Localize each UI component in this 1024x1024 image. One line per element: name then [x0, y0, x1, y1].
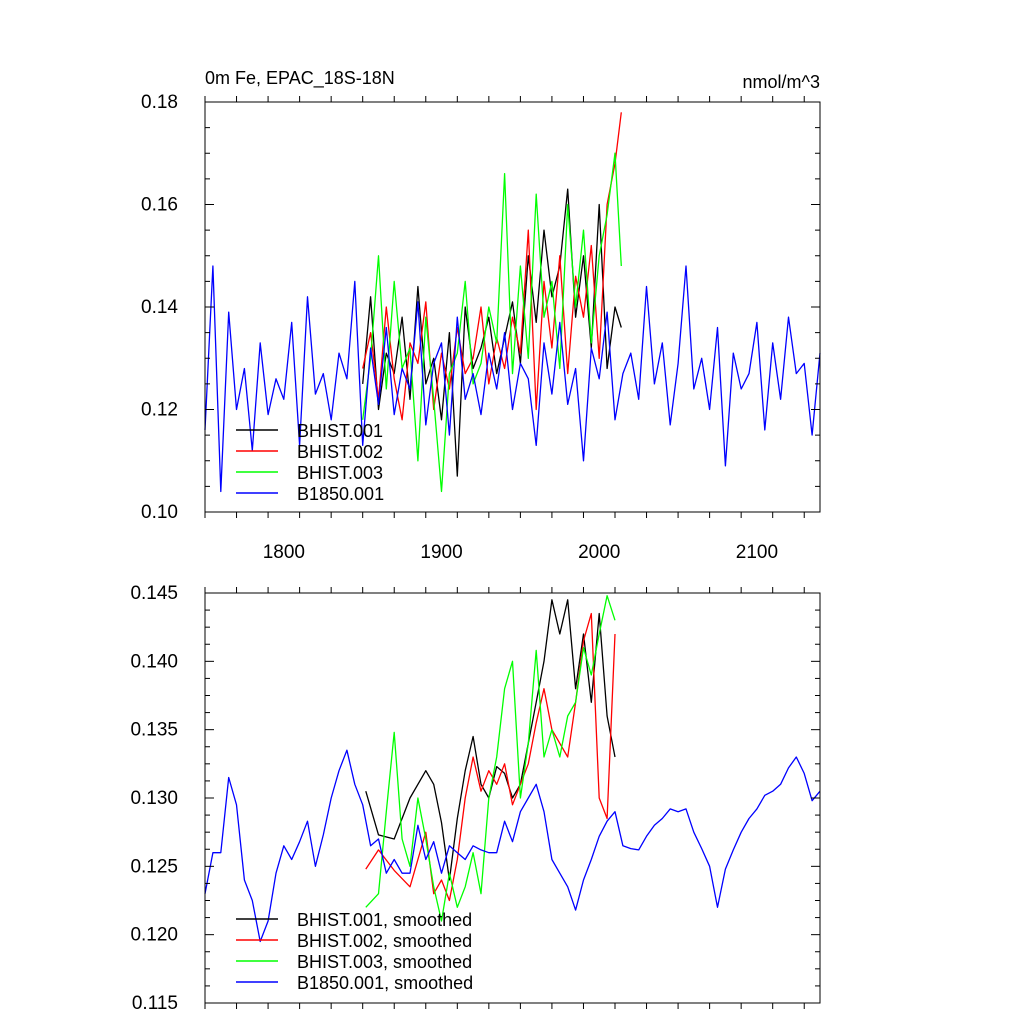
- bottom-x-axis: [204, 587, 805, 1009]
- y-tick-label: 0.14: [141, 297, 178, 318]
- x-tick-label: 1900: [420, 542, 462, 563]
- top-x-axis: 1800 1900 2000 2100: [204, 96, 805, 563]
- x-tick-label: 2100: [736, 542, 778, 563]
- bottom-plot-area: [204, 595, 821, 943]
- top-panel: 0m Fe, EPAC_18S-18N nmol/m^3 0.100.120.1…: [141, 68, 821, 563]
- y-tick-label: 0.12: [141, 400, 178, 421]
- legend-label: B1850.001: [297, 484, 384, 504]
- legend-label: BHIST.001, smoothed: [297, 910, 472, 930]
- y-tick-label: 0.130: [130, 788, 178, 809]
- series-line-1-2: [365, 595, 616, 922]
- y-tick-label: 0.120: [130, 925, 178, 946]
- x-tick-label: 2000: [578, 542, 620, 563]
- bottom-panel: 0.115 0.120 0.125 0.130 0.135 0.140 0.145 BHIS…: [130, 583, 821, 1014]
- x-tick-label: 1800: [263, 542, 305, 563]
- top-chart-title: 0m Fe, EPAC_18S-18N: [205, 68, 395, 89]
- legend-label: BHIST.002, smoothed: [297, 931, 472, 951]
- legend-label: BHIST.002: [297, 442, 383, 462]
- y-tick-label: 0.135: [130, 720, 178, 741]
- y-tick-label: 0.140: [130, 651, 178, 672]
- top-y-axis: 0.10 0.12 0.14 0.16 0.18: [141, 92, 820, 523]
- top-units-label: nmol/m^3: [743, 72, 820, 92]
- series-line-0-3: [204, 265, 821, 493]
- legend-label: BHIST.003, smoothed: [297, 952, 472, 972]
- y-tick-label: 0.16: [141, 195, 178, 216]
- series-line-1-0: [365, 599, 616, 881]
- series-line-0-0: [362, 188, 622, 477]
- y-tick-label: 0.18: [141, 92, 178, 113]
- y-tick-label: 0.125: [130, 856, 178, 877]
- series-line-0-2: [362, 152, 622, 493]
- series-line-1-1: [365, 612, 616, 902]
- y-tick-label: 0.115: [132, 993, 178, 1014]
- legend-label: BHIST.003: [297, 463, 383, 483]
- bottom-y-axis: 0.115 0.120 0.125 0.130 0.135 0.140 0.145: [130, 583, 820, 1014]
- top-plot-area: [204, 112, 821, 493]
- y-tick-label: 0.10: [141, 502, 178, 523]
- series-line-0-1: [362, 112, 622, 421]
- legend-label: B1850.001, smoothed: [297, 973, 473, 993]
- y-tick-label: 0.145: [130, 583, 178, 604]
- legend-label: BHIST.001: [297, 421, 383, 441]
- series-line-1-3: [204, 749, 821, 943]
